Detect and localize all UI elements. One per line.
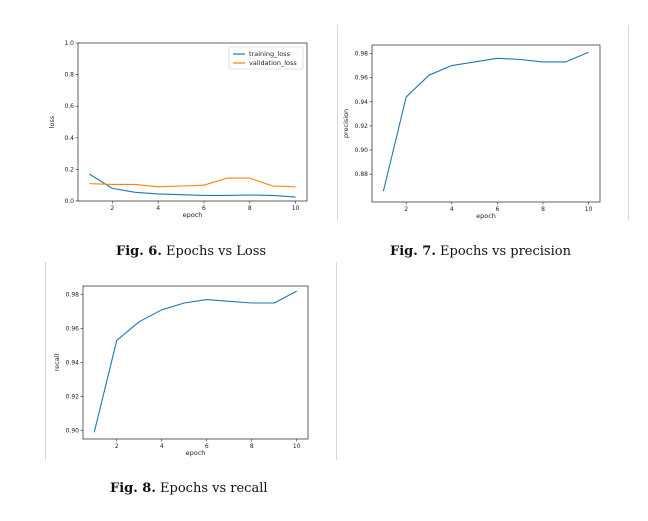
precision-chart: 2 4 6 8 10 0.88 0.90 0.92 0.94 0.96 0.98 epoch preci… [342, 44, 601, 220]
x-tick-label: 2 [115, 443, 119, 450]
axes-frame [77, 42, 308, 202]
x-tick-label: 4 [450, 206, 454, 213]
x-tick-label: 4 [160, 443, 164, 450]
y-tick-label: 0.98 [66, 292, 80, 299]
series-line-training-loss [89, 173, 296, 198]
y-tick-label: 0.94 [66, 360, 80, 367]
x-tick-label: 6 [205, 443, 209, 450]
y-tick-label: 0.2 [64, 166, 74, 173]
y-tick-label: 0.6 [64, 103, 74, 110]
y-tick-label: 0.98 [355, 50, 369, 57]
x-tick-label: 6 [495, 206, 499, 213]
x-axis-label: epoch [183, 211, 203, 219]
x-tick-label: 10 [293, 443, 301, 450]
legend-label: training_loss [249, 50, 291, 58]
x-tick-label: 10 [292, 205, 300, 212]
series-line-recall [93, 290, 298, 433]
y-tick-label: 0.0 [64, 198, 74, 205]
series-line-validation-loss [89, 177, 296, 188]
caption-text: Epochs vs Loss [161, 244, 267, 259]
y-tick-label: 0.90 [355, 147, 369, 154]
x-axis-label: epoch [476, 212, 496, 220]
x-tick-label: 10 [585, 206, 593, 213]
recall-chart: 2 4 6 8 10 0.90 0.92 0.94 0.96 0.98 epoch recall [53, 285, 309, 457]
caption-text: Epochs vs recall [155, 481, 268, 496]
y-axis-label: precision [342, 109, 350, 138]
series-line-precision [382, 51, 589, 192]
y-tick-label: 0.90 [66, 428, 80, 435]
y-tick-label: 1.0 [64, 40, 74, 47]
y-tick-label: 0.96 [66, 326, 80, 333]
legend-box [228, 46, 304, 70]
caption-fig-7: Fig. 7. Epochs vs precision [390, 244, 571, 259]
y-tick-label: 0.92 [355, 123, 369, 130]
x-axis-label: epoch [186, 449, 206, 457]
legend-label: validation_loss [249, 59, 297, 67]
x-tick-label: 2 [404, 206, 408, 213]
y-tick-label: 0.96 [355, 75, 369, 82]
y-tick-label: 0.94 [355, 99, 369, 106]
y-axis-label: recall [53, 353, 61, 371]
x-tick-label: 4 [156, 205, 160, 212]
caption-label: Fig. 6. [116, 244, 162, 259]
y-tick-label: 0.4 [64, 135, 74, 142]
axes-frame [82, 285, 309, 440]
figure-6: 2 4 6 8 10 0.0 0.2 0.4 0.6 0.8 1.0 epoch loss trainin… [45, 25, 338, 220]
x-tick-label: 8 [250, 443, 254, 450]
y-axis-label: loss [48, 115, 56, 128]
axes-frame [371, 44, 601, 203]
figure-8: 2 4 6 8 10 0.90 0.92 0.94 0.96 0.98 epoch recall [45, 262, 337, 460]
caption-text: Epochs vs precision [435, 244, 571, 259]
caption-fig-6: Fig. 6. Epochs vs Loss [116, 244, 266, 259]
caption-label: Fig. 7. [390, 244, 436, 259]
y-tick-label: 0.92 [66, 394, 80, 401]
x-tick-label: 6 [202, 205, 206, 212]
x-tick-label: 2 [110, 205, 114, 212]
x-tick-label: 8 [541, 206, 545, 213]
x-tick-label: 8 [248, 205, 252, 212]
y-tick-label: 0.8 [64, 72, 74, 79]
figure-7: 2 4 6 8 10 0.88 0.90 0.92 0.94 0.96 0.98 epoch preci… [337, 25, 629, 220]
caption-label: Fig. 8. [110, 481, 156, 496]
loss-chart: 2 4 6 8 10 0.0 0.2 0.4 0.6 0.8 1.0 epoch loss trainin… [48, 40, 308, 219]
y-tick-label: 0.88 [355, 171, 369, 178]
caption-fig-8: Fig. 8. Epochs vs recall [110, 481, 268, 496]
